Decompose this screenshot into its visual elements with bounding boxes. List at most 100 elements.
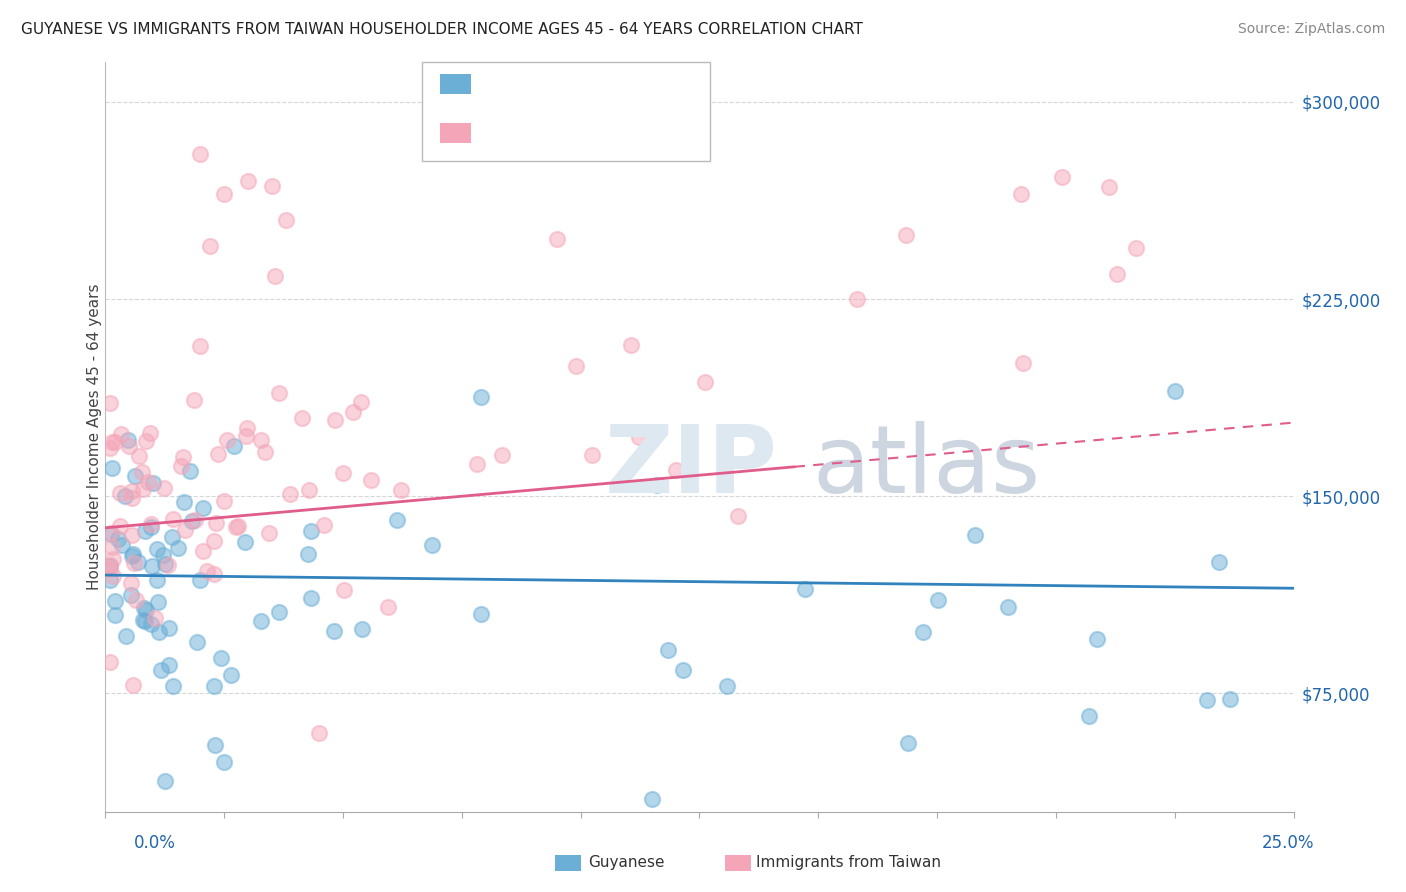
Point <box>202 679 225 693</box>
Point <box>118 439 141 453</box>
Point <box>183 392 205 407</box>
Point <box>1164 384 1187 398</box>
Point <box>250 434 273 448</box>
Text: R =: R = <box>482 126 516 140</box>
Point <box>253 445 276 459</box>
Point <box>98 562 121 576</box>
Point <box>332 466 354 480</box>
Point <box>139 426 162 441</box>
Point <box>280 487 302 501</box>
Point <box>257 525 280 540</box>
Point <box>121 491 143 505</box>
Point <box>98 441 121 455</box>
Point <box>896 227 918 242</box>
Text: 0.105: 0.105 <box>520 126 568 140</box>
Text: N =: N = <box>581 126 614 140</box>
Point <box>98 396 121 410</box>
Point <box>132 483 155 497</box>
Point <box>897 736 920 750</box>
Point <box>122 678 145 692</box>
Point <box>202 567 225 582</box>
Point <box>101 551 124 566</box>
Point <box>188 573 211 587</box>
Point <box>727 508 749 523</box>
Point <box>110 426 132 441</box>
Point <box>131 613 153 627</box>
Point <box>209 650 232 665</box>
Point <box>308 726 330 740</box>
Point <box>997 599 1019 614</box>
Point <box>299 591 322 606</box>
Point <box>1085 632 1108 646</box>
Point <box>124 469 146 483</box>
Point <box>360 473 382 487</box>
Point <box>1078 709 1101 723</box>
Point <box>202 533 225 548</box>
Point <box>135 434 157 448</box>
Point <box>619 338 641 352</box>
Point <box>1219 692 1241 706</box>
Text: atlas: atlas <box>813 421 1040 513</box>
Point <box>100 527 122 541</box>
Text: Source: ZipAtlas.com: Source: ZipAtlas.com <box>1237 22 1385 37</box>
Point <box>191 500 214 515</box>
Point <box>420 538 443 552</box>
Point <box>121 528 143 542</box>
Point <box>134 614 156 628</box>
Point <box>108 486 131 500</box>
Point <box>297 547 319 561</box>
Point <box>212 494 235 508</box>
Text: ZIP: ZIP <box>605 421 778 513</box>
Point <box>152 481 174 495</box>
Point <box>174 523 197 537</box>
Point <box>100 525 122 540</box>
Point <box>172 450 194 464</box>
Point <box>153 558 176 572</box>
Point <box>98 574 121 588</box>
Point <box>342 405 364 419</box>
Point <box>160 530 183 544</box>
Point <box>546 231 568 245</box>
Point <box>173 495 195 509</box>
Point <box>264 268 287 283</box>
Point <box>672 663 695 677</box>
Point <box>269 385 291 400</box>
Point <box>470 390 492 404</box>
Point <box>149 663 172 677</box>
Point <box>1125 241 1147 255</box>
Point <box>628 430 651 444</box>
Point <box>98 558 121 573</box>
Point <box>1010 186 1032 201</box>
Point <box>333 582 356 597</box>
Point <box>134 600 156 615</box>
Point <box>641 791 664 805</box>
Point <box>110 519 132 533</box>
Point <box>314 517 336 532</box>
Point <box>1107 267 1129 281</box>
Point <box>186 634 208 648</box>
Point <box>146 595 169 609</box>
Point <box>125 592 148 607</box>
Point <box>152 548 174 562</box>
Point <box>323 413 346 427</box>
Point <box>157 621 180 635</box>
Point <box>204 738 226 752</box>
Point <box>104 435 127 450</box>
Point <box>665 463 688 477</box>
Point <box>794 582 817 597</box>
Point <box>350 395 373 409</box>
Point <box>235 429 257 443</box>
Text: 79: 79 <box>617 77 638 91</box>
Point <box>350 622 373 636</box>
Point <box>162 512 184 526</box>
Point <box>157 657 180 672</box>
Point <box>224 439 246 453</box>
Point <box>136 475 159 489</box>
Point <box>191 544 214 558</box>
Point <box>214 186 236 201</box>
Point <box>1052 169 1074 184</box>
Point <box>391 483 413 497</box>
Point <box>122 547 145 561</box>
Point <box>198 239 221 253</box>
Point <box>120 575 142 590</box>
